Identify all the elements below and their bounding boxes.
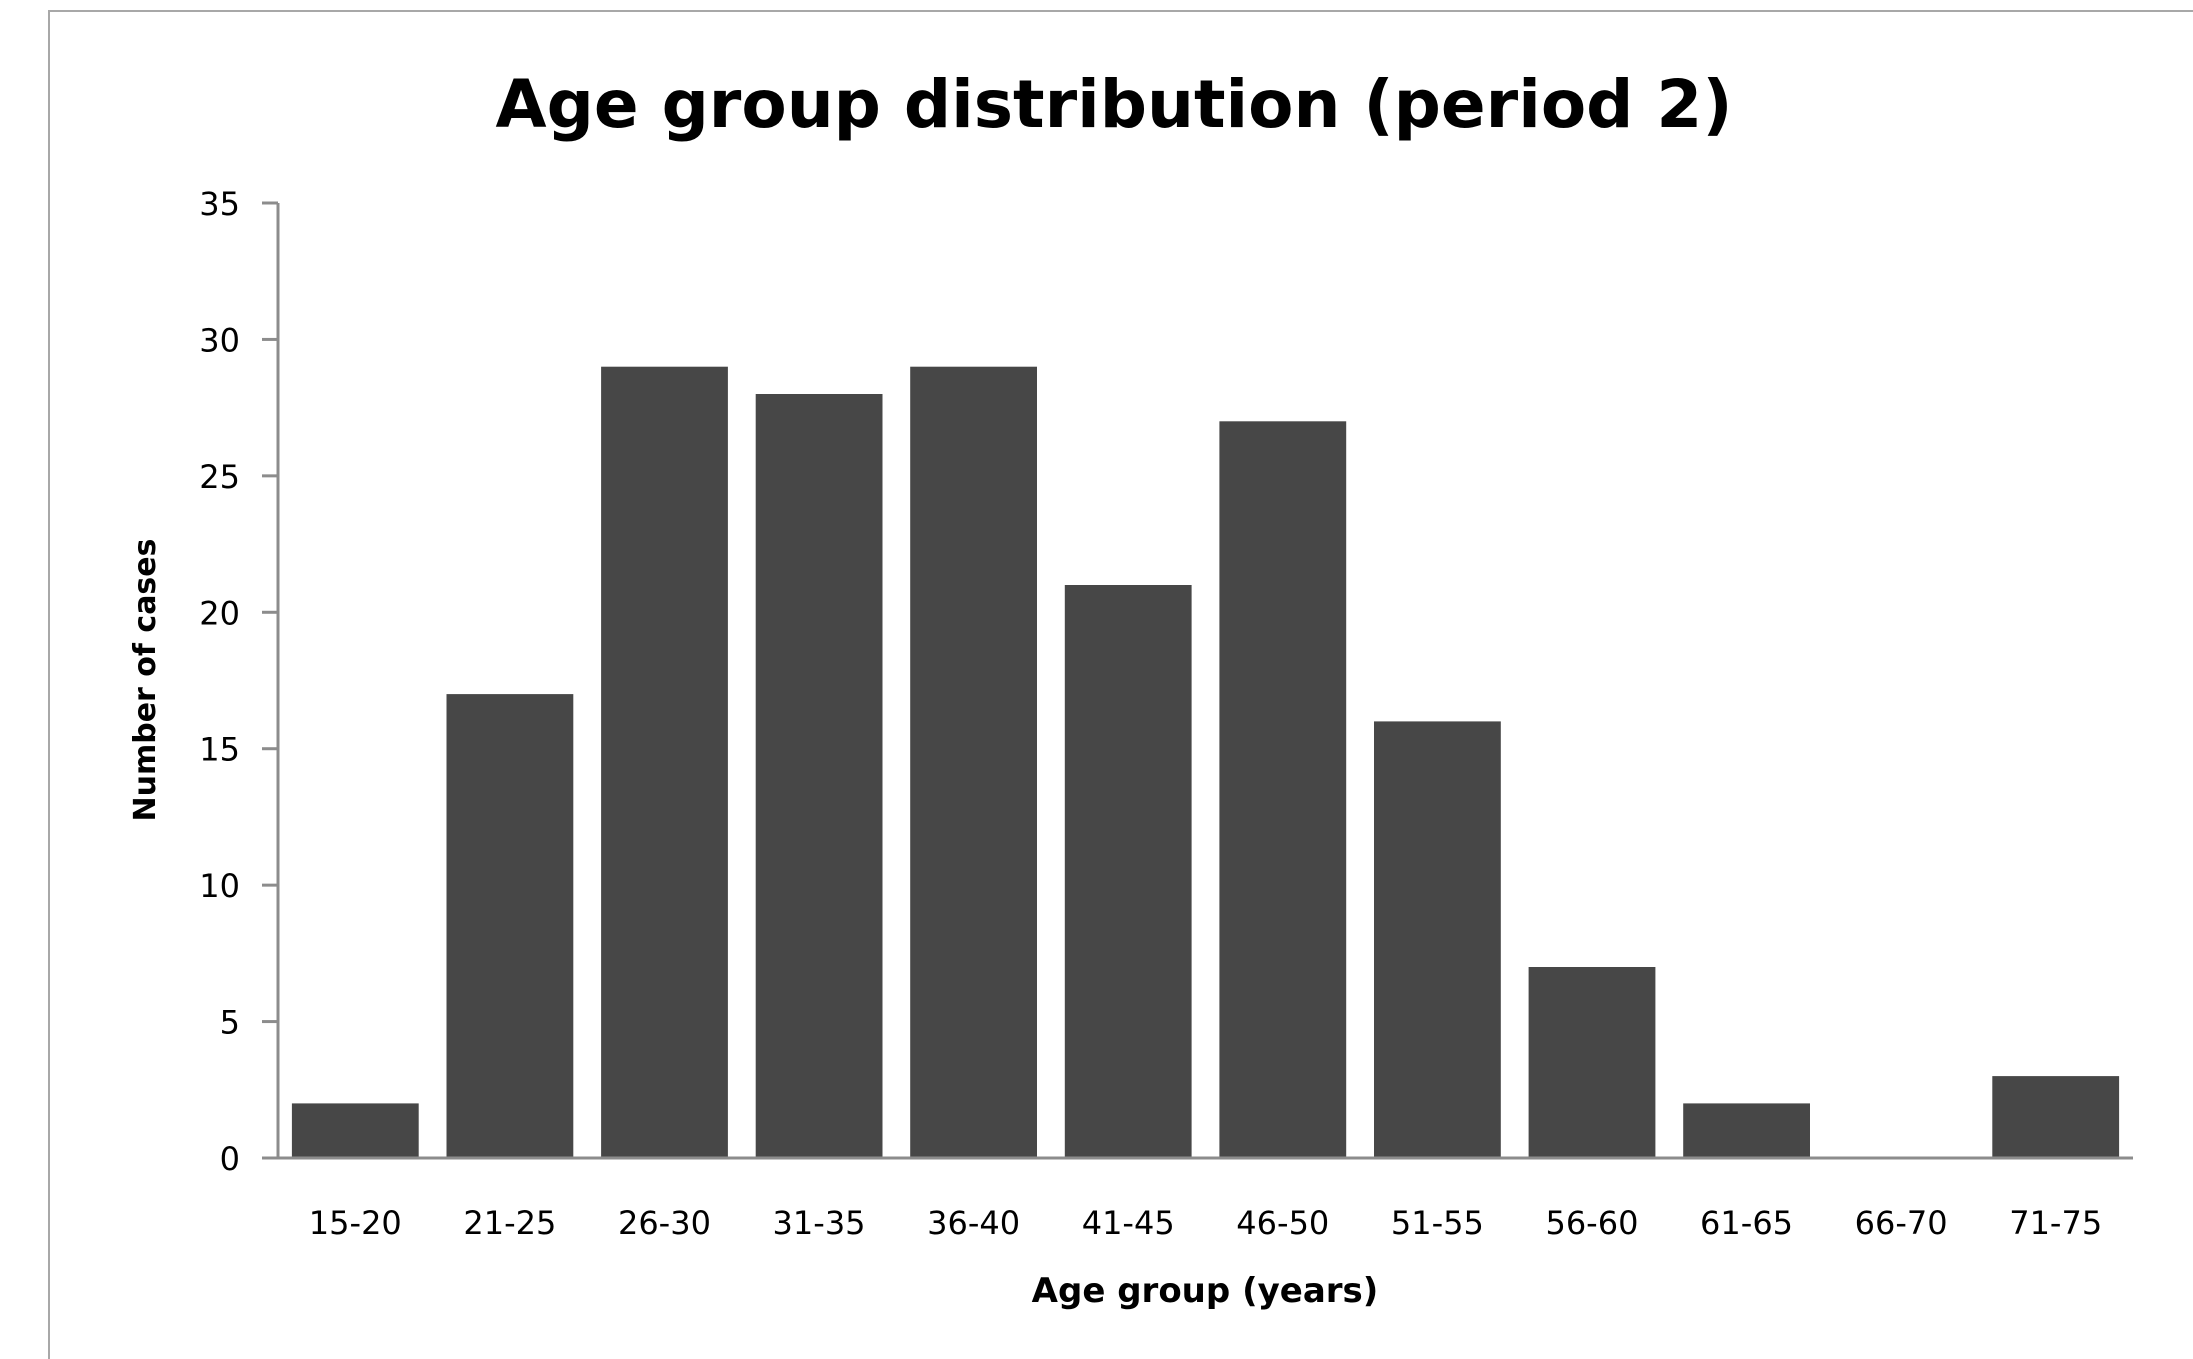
y-tick-label: 30 [199, 321, 240, 359]
y-tick-label: 25 [199, 458, 240, 496]
bar-56-60[interactable] [1528, 967, 1656, 1158]
x-tick-label: 71-75 [2009, 1204, 2102, 1242]
x-tick-label: 36-40 [927, 1204, 1020, 1242]
y-tick-label: 35 [199, 185, 240, 223]
bar-41-45[interactable] [1064, 585, 1192, 1158]
x-axis-label: Age group (years) [1032, 1271, 1379, 1311]
y-tick-label: 15 [199, 731, 240, 769]
x-tick-label: 26-30 [618, 1204, 711, 1242]
x-tick-label: 56-60 [1545, 1204, 1638, 1242]
chart-title: Age group distribution (period 2) [496, 66, 1733, 143]
x-tick-label: 41-45 [1082, 1204, 1175, 1242]
x-tick-label: 31-35 [773, 1204, 866, 1242]
bar-31-35[interactable] [755, 394, 883, 1158]
x-tick-label: 46-50 [1236, 1204, 1329, 1242]
x-ticks-group: 15-20 21-25 26-30 31-35 36-40 41-45 46-50 51-55… [309, 1204, 2102, 1242]
x-tick-label: 66-70 [1855, 1204, 1948, 1242]
bar-46-50[interactable] [1219, 421, 1347, 1158]
axes-group [276, 203, 2133, 1160]
x-tick-label: 21-25 [463, 1204, 556, 1242]
y-axis-label: Number of cases [128, 539, 163, 822]
bar-21-25[interactable] [446, 694, 574, 1158]
y-tick-label: 10 [199, 867, 240, 905]
bar-26-30[interactable] [601, 366, 728, 1158]
y-tick-label: 0 [220, 1140, 240, 1178]
x-tick-label: 15-20 [309, 1204, 402, 1242]
bar-36-40[interactable] [910, 366, 1037, 1158]
bar-51-55[interactable] [1374, 721, 1501, 1158]
bar-71-75[interactable] [1992, 1076, 2120, 1158]
x-tick-label: 51-55 [1391, 1204, 1484, 1242]
y-ticks-group: 0 5 10 15 20 25 30 35 [199, 185, 278, 1178]
y-tick-label: 20 [199, 594, 240, 632]
x-tick-label: 61-65 [1700, 1204, 1793, 1242]
bar-15-20[interactable] [291, 1103, 419, 1158]
bar-61-65[interactable] [1683, 1103, 1810, 1158]
y-tick-label: 5 [220, 1004, 240, 1042]
bars-group [291, 366, 2120, 1158]
